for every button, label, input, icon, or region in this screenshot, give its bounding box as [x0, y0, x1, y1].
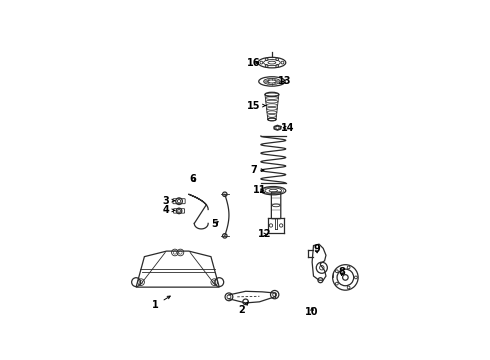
Text: 6: 6	[190, 174, 196, 184]
Text: 1: 1	[152, 296, 170, 310]
Text: 4: 4	[162, 205, 175, 215]
Text: 11: 11	[253, 185, 266, 195]
Text: 3: 3	[162, 195, 175, 206]
Text: 2: 2	[239, 302, 248, 315]
Text: 8: 8	[338, 267, 345, 277]
Text: 14: 14	[281, 123, 294, 133]
Text: 16: 16	[246, 58, 260, 68]
Text: 12: 12	[258, 229, 271, 239]
Text: 13: 13	[278, 76, 292, 86]
Text: 7: 7	[250, 165, 264, 175]
Text: 10: 10	[305, 307, 319, 317]
Text: 9: 9	[314, 244, 320, 254]
Text: 15: 15	[246, 100, 266, 111]
Text: 5: 5	[212, 219, 219, 229]
